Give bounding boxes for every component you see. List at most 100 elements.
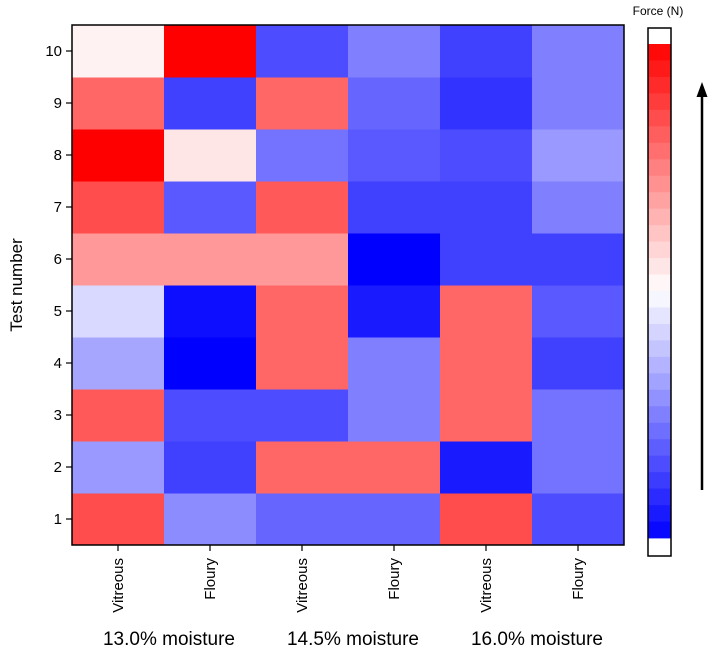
colorbar-step [648, 44, 671, 61]
y-tick-label: 1 [54, 511, 62, 528]
heatmap-cell [72, 337, 165, 390]
heatmap-cell [256, 181, 349, 234]
y-axis-title: Test number [7, 238, 26, 332]
heatmap-cell [348, 389, 441, 442]
colorbar-step [648, 439, 671, 457]
colorbar-step [648, 109, 671, 127]
heatmap-cell [348, 77, 441, 130]
heatmap-cell [256, 77, 349, 130]
heatmap-cell [348, 337, 441, 390]
heatmap-cell [72, 233, 165, 286]
heatmap-cell [440, 285, 533, 338]
heatmap-cell [256, 389, 349, 442]
heatmap-cell [72, 181, 165, 234]
heatmap-cell [532, 441, 625, 494]
moisture-group-labels: 13.0% moisture 14.5% moisture 16.0% moistu… [103, 629, 603, 650]
heatmap-cell [532, 181, 625, 234]
moisture-group-label: 13.0% moisture [103, 629, 235, 650]
colorbar-step [648, 208, 671, 226]
heatmap-cell [348, 441, 441, 494]
heatmap-cell [164, 493, 257, 546]
y-tick-label: 6 [54, 251, 62, 268]
y-tick-label: 2 [54, 459, 62, 476]
colorbar-step [648, 340, 671, 358]
colorbar-step [648, 274, 671, 292]
heatmap-cell [440, 77, 533, 130]
colorbar-step [648, 76, 671, 94]
heatmap-cell [348, 181, 441, 234]
heatmap-cell [532, 77, 625, 130]
colorbar-step [648, 472, 671, 489]
colorbar-step [648, 406, 671, 424]
increasing-arrow-icon [696, 82, 708, 490]
heatmap-cell [532, 285, 625, 338]
heatmap-cell [440, 129, 533, 182]
colorbar-step [648, 521, 671, 539]
heatmap-cell [72, 25, 165, 78]
heatmap-cell [72, 389, 165, 442]
heatmap-cell [164, 441, 257, 494]
colorbar-step [648, 422, 671, 440]
y-tick-label: 4 [54, 355, 62, 372]
colorbar-frame [647, 27, 672, 557]
heatmap-cell [348, 129, 441, 182]
heatmap-cell [348, 233, 441, 286]
heatmap-cell [256, 441, 349, 494]
colorbar-step [648, 159, 671, 177]
y-tick-label: 10 [45, 43, 62, 60]
heatmap-cell [256, 233, 349, 286]
colorbar-step [648, 373, 671, 391]
x-tick-label: Floury [202, 558, 219, 600]
colorbar-step [648, 142, 671, 160]
colorbar-step [648, 291, 671, 308]
colorbar-step [648, 126, 671, 144]
heatmap-cell [348, 25, 441, 78]
y-tick-label: 3 [54, 407, 62, 424]
colorbar-step [648, 258, 671, 275]
heatmap-cell [440, 493, 533, 546]
y-tick-label: 9 [54, 95, 62, 112]
colorbar-title: Force (N) [633, 4, 684, 18]
heatmap-cell [256, 337, 349, 390]
colorbar-step [648, 225, 671, 242]
colorbar-step [648, 175, 671, 193]
heatmap-cell [440, 233, 533, 286]
heatmap-cell [164, 129, 257, 182]
moisture-group-label: 14.5% moisture [287, 629, 419, 650]
colorbar-step [648, 389, 671, 407]
heatmap-cell [72, 493, 165, 546]
heatmap-cell [164, 233, 257, 286]
colorbar-step [648, 241, 671, 259]
colorbar-step [648, 323, 671, 341]
heatmap-cell [440, 181, 533, 234]
heatmap-cell [164, 25, 257, 78]
heatmap-cell [164, 285, 257, 338]
y-tick-label: 5 [54, 303, 62, 320]
plot-frame [71, 24, 625, 546]
heatmap-cell [72, 285, 165, 338]
moisture-group-label: 16.0% moisture [471, 629, 603, 650]
heatmap-cells [72, 25, 625, 546]
heatmap-cell [532, 493, 625, 546]
colorbar [647, 27, 672, 557]
y-axis-ticks: 1 2 3 4 5 6 7 8 9 10 [45, 43, 72, 528]
heatmap-cell [72, 441, 165, 494]
colorbar-step [648, 60, 671, 78]
heatmap-cell [440, 337, 533, 390]
heatmap-cell [164, 389, 257, 442]
colorbar-step [648, 307, 671, 325]
colorbar-step [648, 93, 671, 111]
colorbar-step [648, 505, 671, 522]
heatmap-cell [348, 493, 441, 546]
heatmap-cell [440, 389, 533, 442]
colorbar-step [648, 356, 671, 374]
x-axis-ticks: Vitreous Floury Vitreous Floury Vitreous Flou… [110, 545, 587, 613]
x-tick-label: Vitreous [294, 558, 311, 613]
heatmap-cell [256, 285, 349, 338]
heatmap-cell [72, 77, 165, 130]
heatmap-cell [72, 129, 165, 182]
colorbar-step [648, 488, 671, 506]
y-tick-label: 7 [54, 199, 62, 216]
heatmap-cell [164, 181, 257, 234]
